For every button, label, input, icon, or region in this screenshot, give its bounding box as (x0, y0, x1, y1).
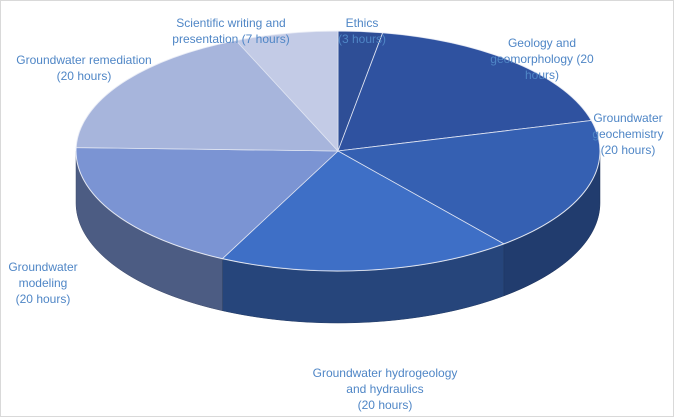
label-line: presentation (7 hours) (172, 32, 290, 46)
label-modeling: Groundwater modeling (20 hours) (3, 259, 83, 307)
pie-slice-groundwater-geochemistry (336, 120, 601, 245)
label-line: and hydraulics (346, 382, 424, 396)
label-line: Groundwater remediation (16, 53, 152, 67)
label-line: Groundwater hydrogeology (312, 366, 458, 380)
label-line: (3 hours) (337, 32, 387, 46)
pie-slice-scientific-writing-and-presentation (235, 30, 339, 153)
label-geology: Geology and geomorphology (20 hours) (473, 35, 611, 83)
label-geochemistry: Groundwater geochemistry (20 hours) (583, 110, 673, 158)
label-remediation: Groundwater remediation (20 hours) (5, 52, 163, 84)
pie-slice-groundwater-hydrogeology-and-hydraulics (221, 150, 505, 272)
label-line: Scientific writing and (176, 16, 286, 30)
label-line: (20 hours) (15, 292, 71, 306)
label-line: (20 hours) (56, 69, 112, 83)
label-line: Geology and (507, 36, 577, 50)
label-line: geomorphology (20 (490, 52, 594, 66)
pie-rim-highlight (75, 30, 601, 272)
label-line: modeling (18, 276, 68, 290)
label-line: (20 hours) (357, 398, 413, 412)
label-scientific-writing: Scientific writing and presentation (7 h… (161, 15, 301, 47)
pie-slice-geology-and-geomorphology (337, 32, 593, 152)
label-line: hours) (524, 68, 559, 82)
label-ethics: Ethics (3 hours) (326, 15, 398, 47)
pie-top-faces (75, 30, 601, 272)
label-hydrogeology: Groundwater hydrogeology and hydraulics … (297, 365, 473, 413)
label-line: Groundwater (593, 111, 663, 125)
label-line: Groundwater (8, 260, 78, 274)
label-line: Ethics (345, 16, 379, 30)
label-line: geochemistry (592, 127, 664, 141)
pie-slice-groundwater-modeling (75, 147, 340, 260)
pie-slice-groundwater-remediation (75, 40, 339, 152)
label-line: (20 hours) (600, 143, 656, 157)
